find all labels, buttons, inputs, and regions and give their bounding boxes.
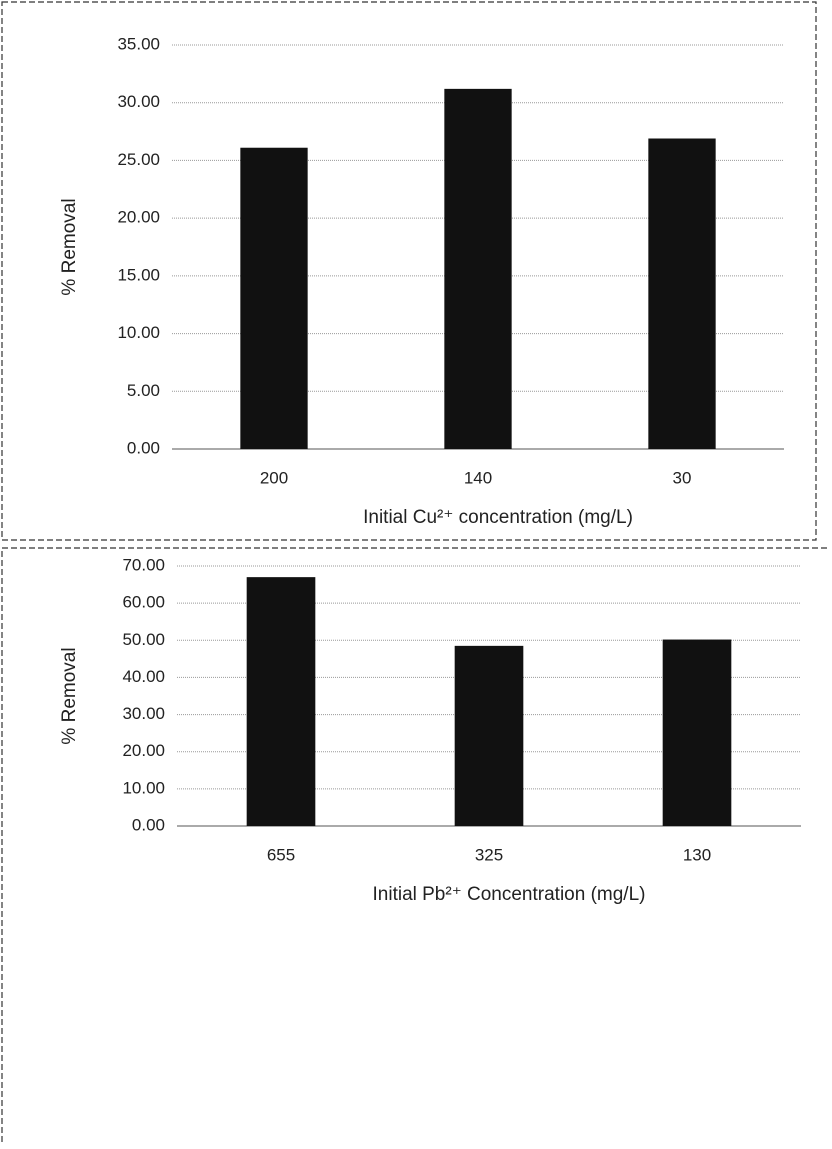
x-tick-label: 655	[267, 845, 295, 864]
x-axis-label: Initial Pb²⁺ Concentration (mg/L)	[373, 884, 646, 905]
y-tick-label: 35.00	[117, 34, 160, 53]
y-tick-label: 25.00	[117, 150, 160, 169]
bar	[662, 639, 732, 826]
chart-frame	[1, 1, 817, 541]
y-tick-label: 5.00	[127, 381, 160, 400]
y-tick-label: 70.00	[122, 555, 165, 574]
chart-frame	[1, 547, 830, 1142]
bar	[246, 577, 316, 826]
y-tick-label: 30.00	[122, 704, 165, 723]
y-tick-label: 10.00	[122, 778, 165, 797]
x-tick-label: 325	[475, 845, 503, 864]
y-tick-label: 60.00	[122, 593, 165, 612]
x-tick-label: 30	[673, 468, 692, 487]
x-axis-label: Initial Cu²⁺ concentration (mg/L)	[363, 507, 633, 528]
y-tick-label: 10.00	[117, 323, 160, 342]
bar	[240, 147, 308, 449]
y-tick-label: 0.00	[127, 438, 160, 457]
y-tick-label: 20.00	[117, 208, 160, 227]
bar	[444, 88, 512, 449]
y-tick-label: 20.00	[122, 741, 165, 760]
x-tick-label: 130	[683, 845, 711, 864]
x-tick-label: 140	[464, 468, 492, 487]
y-tick-label: 40.00	[122, 667, 165, 686]
y-tick-label: 15.00	[117, 265, 160, 284]
y-tick-label: 50.00	[122, 630, 165, 649]
y-axis-label: % Removal	[59, 647, 80, 744]
y-tick-label: 30.00	[117, 92, 160, 111]
bar	[454, 645, 524, 826]
x-tick-label: 200	[260, 468, 288, 487]
bar	[648, 138, 716, 450]
y-axis-label: % Removal	[59, 198, 80, 295]
y-tick-label: 0.00	[132, 815, 165, 834]
